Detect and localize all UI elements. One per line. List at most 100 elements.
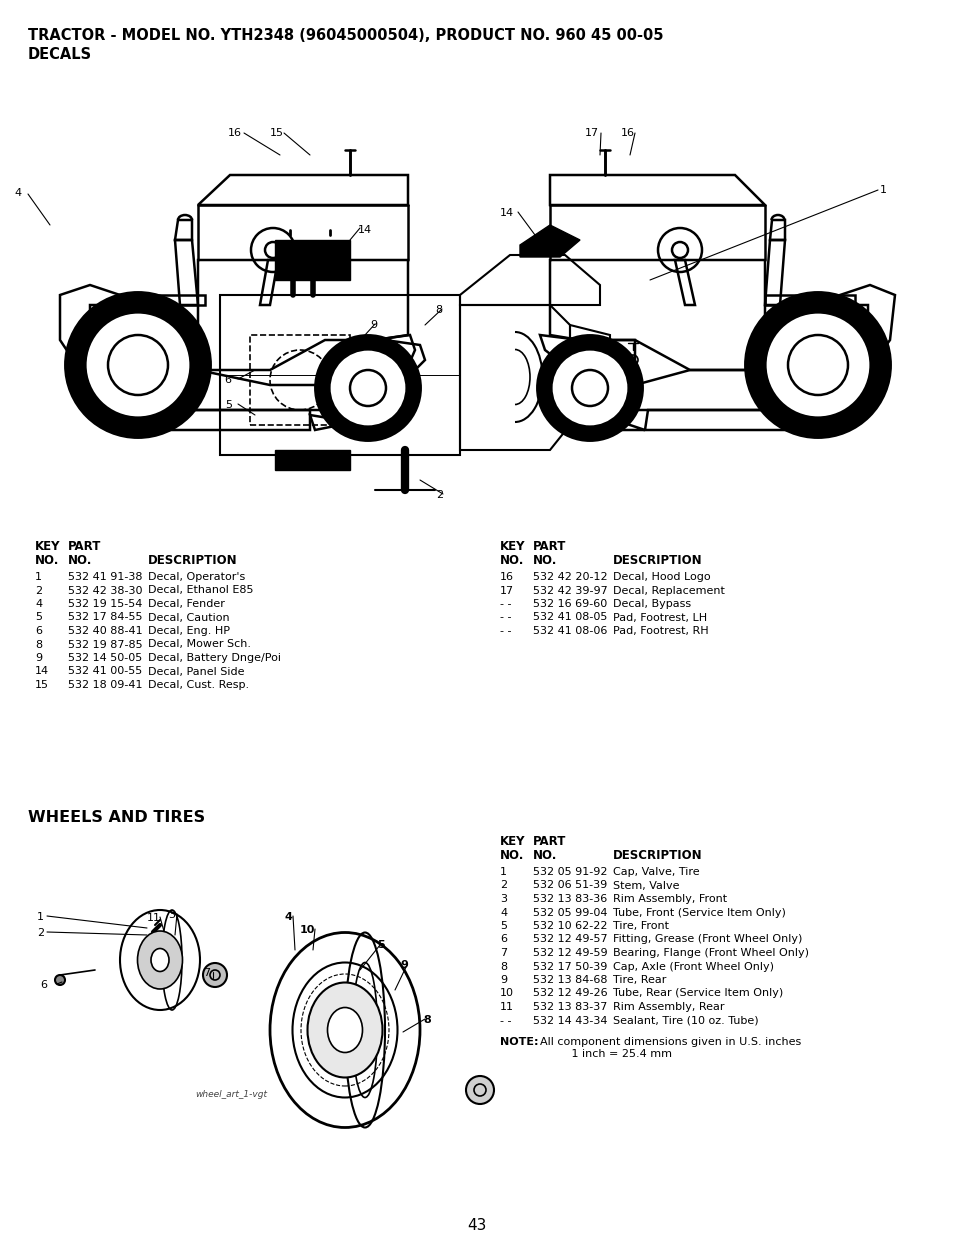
Text: 8: 8 <box>422 1015 431 1025</box>
Circle shape <box>332 352 403 424</box>
Text: 532 16 69-60: 532 16 69-60 <box>533 599 607 609</box>
Text: 1: 1 <box>499 867 506 877</box>
Text: KEY: KEY <box>499 540 525 553</box>
Text: NO.: NO. <box>533 848 557 862</box>
Text: 532 12 49-57: 532 12 49-57 <box>533 935 607 945</box>
Circle shape <box>554 352 625 424</box>
Circle shape <box>55 974 65 986</box>
Text: Cap, Valve, Tire: Cap, Valve, Tire <box>613 867 699 877</box>
Text: 532 42 39-97: 532 42 39-97 <box>533 585 607 595</box>
Text: 532 41 08-06: 532 41 08-06 <box>533 626 607 636</box>
Text: 10: 10 <box>299 925 315 935</box>
Circle shape <box>767 315 867 415</box>
Text: DESCRIPTION: DESCRIPTION <box>613 555 702 567</box>
Text: Tube, Rear (Service Item Only): Tube, Rear (Service Item Only) <box>613 988 782 999</box>
Text: PART: PART <box>533 835 566 848</box>
Text: NO.: NO. <box>68 555 92 567</box>
Text: 8: 8 <box>435 305 441 315</box>
Text: 1: 1 <box>879 185 886 195</box>
Text: 14: 14 <box>499 207 514 219</box>
Text: Pad, Footrest, LH: Pad, Footrest, LH <box>613 613 706 622</box>
Text: Decal, Bypass: Decal, Bypass <box>613 599 690 609</box>
Text: 532 13 83-37: 532 13 83-37 <box>533 1002 607 1011</box>
Circle shape <box>745 293 889 437</box>
Text: 532 42 20-12: 532 42 20-12 <box>533 572 607 582</box>
Text: 14: 14 <box>35 667 49 677</box>
Text: Decal, Eng. HP: Decal, Eng. HP <box>148 626 230 636</box>
Polygon shape <box>519 225 579 257</box>
Text: 2: 2 <box>37 927 44 939</box>
Text: All component dimensions given in U.S. inches
           1 inch = 25.4 mm: All component dimensions given in U.S. i… <box>533 1037 801 1058</box>
Text: NO.: NO. <box>499 848 524 862</box>
Text: 532 41 00-55: 532 41 00-55 <box>68 667 142 677</box>
Text: Decal, Mower Sch.: Decal, Mower Sch. <box>148 640 251 650</box>
Text: NOTE:: NOTE: <box>499 1037 537 1047</box>
Circle shape <box>315 336 419 440</box>
Text: 532 18 09-41: 532 18 09-41 <box>68 680 142 690</box>
Text: 532 42 38-30: 532 42 38-30 <box>68 585 142 595</box>
Text: 532 14 50-05: 532 14 50-05 <box>68 653 142 663</box>
Bar <box>274 240 350 280</box>
Text: 4: 4 <box>35 599 42 609</box>
Text: 532 17 50-39: 532 17 50-39 <box>533 962 607 972</box>
Text: Decal, Panel Side: Decal, Panel Side <box>148 667 244 677</box>
Text: 532 17 84-55: 532 17 84-55 <box>68 613 142 622</box>
Text: Tire, Front: Tire, Front <box>613 921 668 931</box>
Text: 532 05 91-92: 532 05 91-92 <box>533 867 607 877</box>
Text: 14: 14 <box>357 225 372 235</box>
Text: Rim Assembly, Front: Rim Assembly, Front <box>613 894 726 904</box>
Text: Rim Assembly, Rear: Rim Assembly, Rear <box>613 1002 723 1011</box>
Circle shape <box>66 293 210 437</box>
Text: 532 19 15-54: 532 19 15-54 <box>68 599 142 609</box>
Text: Fitting, Grease (Front Wheel Only): Fitting, Grease (Front Wheel Only) <box>613 935 801 945</box>
Text: 532 41 91-38: 532 41 91-38 <box>68 572 142 582</box>
Text: 1: 1 <box>37 911 44 923</box>
Text: 4: 4 <box>499 908 507 918</box>
Text: 532 19 87-85: 532 19 87-85 <box>68 640 143 650</box>
Text: 11: 11 <box>499 1002 514 1011</box>
Text: 17: 17 <box>584 128 598 138</box>
Text: 2: 2 <box>436 490 442 500</box>
Text: 10: 10 <box>499 988 514 999</box>
Text: DECALS: DECALS <box>28 47 92 62</box>
Text: NO.: NO. <box>35 555 59 567</box>
Text: Decal, Battery Dnge/Poi: Decal, Battery Dnge/Poi <box>148 653 281 663</box>
Text: Decal, Operator's: Decal, Operator's <box>148 572 245 582</box>
Text: 532 06 51-39: 532 06 51-39 <box>533 881 607 890</box>
Bar <box>250 335 350 425</box>
Text: 5: 5 <box>499 921 506 931</box>
Text: 9: 9 <box>35 653 42 663</box>
Circle shape <box>537 336 641 440</box>
Text: Decal, Replacement: Decal, Replacement <box>613 585 724 595</box>
Text: 6: 6 <box>35 626 42 636</box>
Text: 532 14 43-34: 532 14 43-34 <box>533 1015 607 1025</box>
Circle shape <box>203 963 227 987</box>
Text: Stem, Valve: Stem, Valve <box>613 881 679 890</box>
Text: 6: 6 <box>499 935 506 945</box>
Text: - -: - - <box>499 613 511 622</box>
Text: 8: 8 <box>35 640 42 650</box>
Text: 11: 11 <box>147 913 161 923</box>
Text: - -: - - <box>499 599 511 609</box>
Text: TRACTOR - MODEL NO. YTH2348 (96045000504), PRODUCT NO. 960 45 00-05: TRACTOR - MODEL NO. YTH2348 (96045000504… <box>28 28 662 43</box>
Ellipse shape <box>307 983 382 1077</box>
Circle shape <box>465 1076 494 1104</box>
Text: DESCRIPTION: DESCRIPTION <box>613 848 702 862</box>
Text: 9: 9 <box>499 974 507 986</box>
Text: 2: 2 <box>499 881 507 890</box>
Text: 5: 5 <box>35 613 42 622</box>
Text: Decal, Cust. Resp.: Decal, Cust. Resp. <box>148 680 249 690</box>
Text: 9: 9 <box>370 320 376 330</box>
Text: 6: 6 <box>40 981 47 990</box>
Text: 43: 43 <box>467 1218 486 1233</box>
Text: KEY: KEY <box>35 540 60 553</box>
Text: Tire, Rear: Tire, Rear <box>613 974 666 986</box>
Text: NO.: NO. <box>499 555 524 567</box>
Text: 532 13 84-68: 532 13 84-68 <box>533 974 607 986</box>
Text: Tube, Front (Service Item Only): Tube, Front (Service Item Only) <box>613 908 785 918</box>
Text: 3: 3 <box>499 894 506 904</box>
Text: 532 40 88-41: 532 40 88-41 <box>68 626 143 636</box>
Text: WHEELS AND TIRES: WHEELS AND TIRES <box>28 810 205 825</box>
Text: 7: 7 <box>203 968 210 978</box>
Text: 9: 9 <box>399 960 408 969</box>
